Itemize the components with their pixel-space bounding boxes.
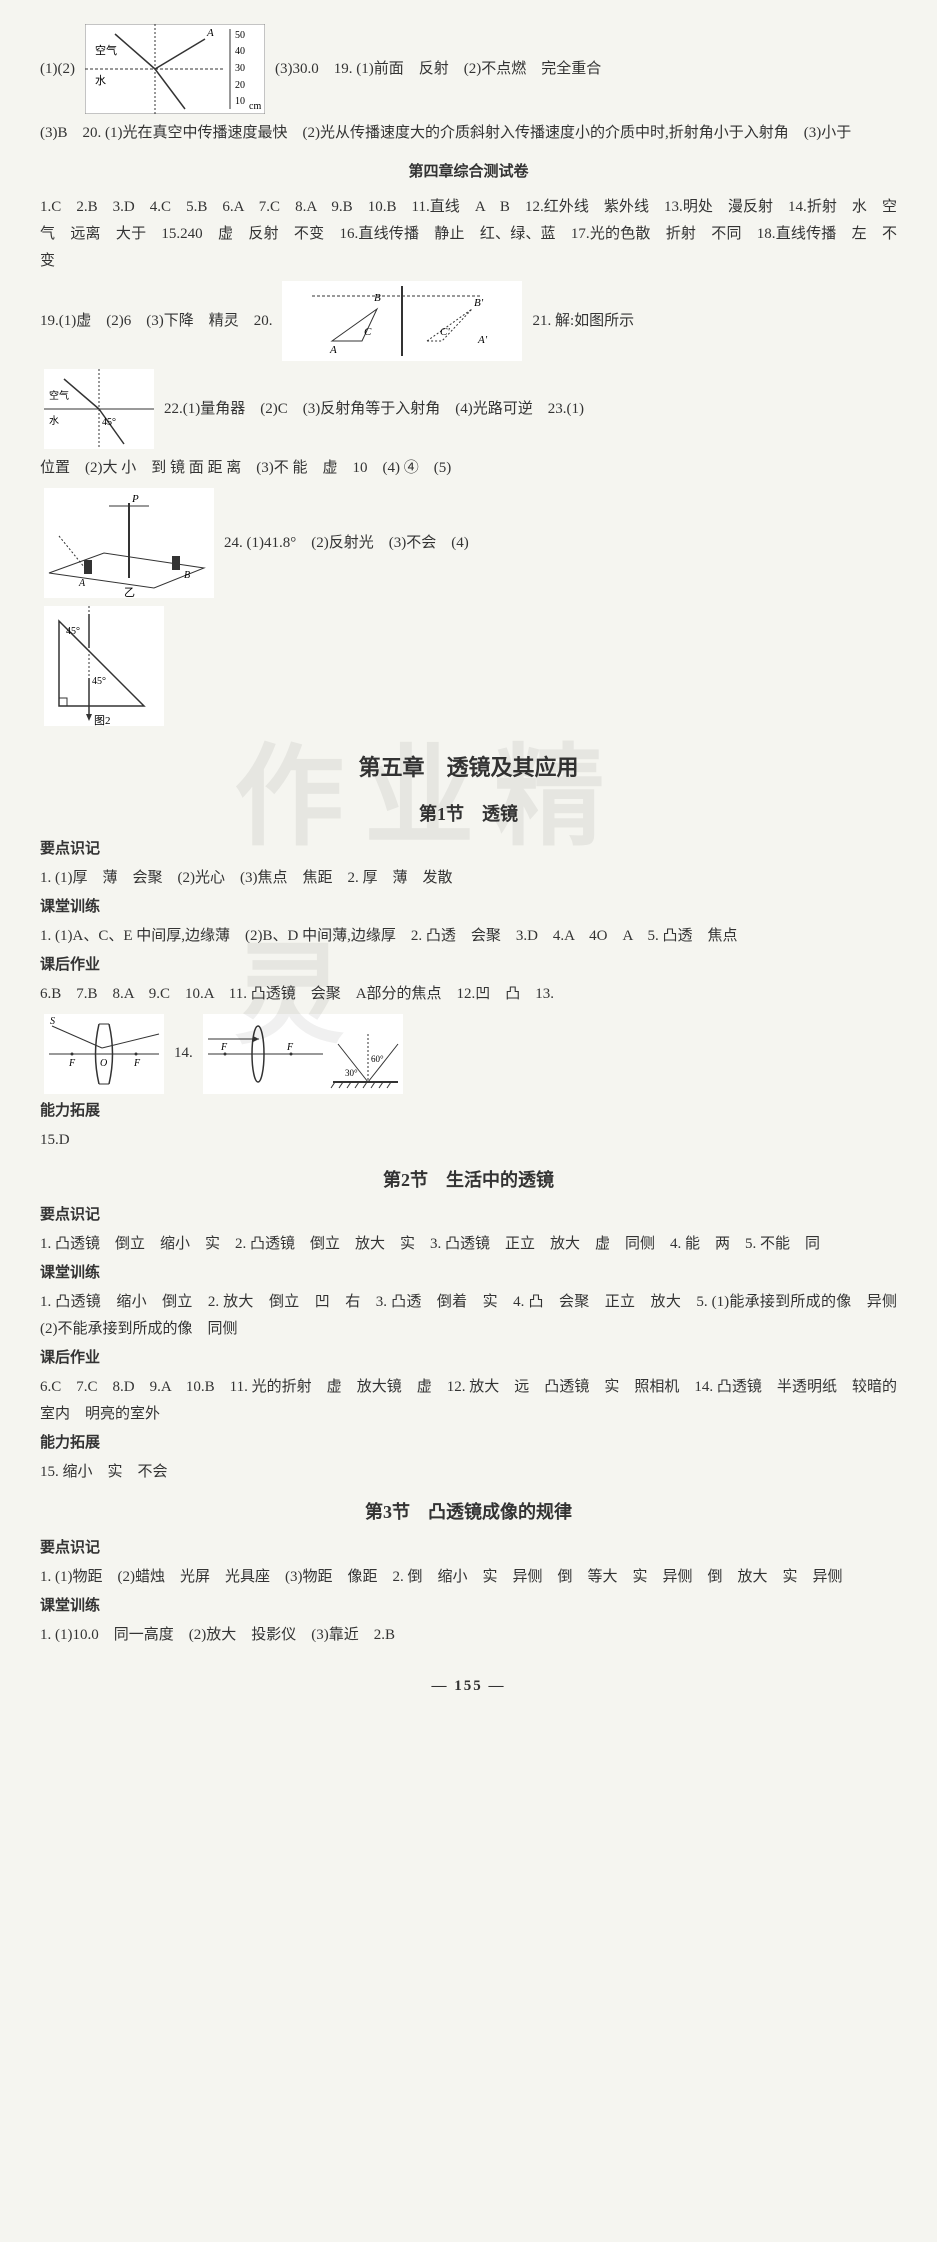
svg-text:O: O — [100, 1058, 107, 1069]
ketang-label-3: 课堂训练 — [40, 1593, 897, 1620]
svg-text:cm: cm — [249, 101, 261, 112]
row1-prefix: (1)(2) — [40, 56, 75, 83]
sec5-2-ketang: 1. 凸透镜 缩小 倒立 2. 放大 倒立 凹 右 3. 凸透 倒着 实 4. … — [40, 1289, 897, 1343]
sec5-3-ketang: 1. (1)10.0 同一高度 (2)放大 投影仪 (3)靠近 2.B — [40, 1622, 897, 1649]
svg-text:50: 50 — [235, 30, 245, 41]
svg-text:F: F — [286, 1042, 294, 1053]
svg-text:水: 水 — [49, 415, 59, 427]
kehou-label-1: 课后作业 — [40, 952, 897, 979]
svg-text:乙: 乙 — [124, 586, 135, 598]
yaodian-label-3: 要点识记 — [40, 1535, 897, 1562]
nengli-label-1: 能力拓展 — [40, 1098, 897, 1125]
ch4-test-title: 第四章综合测试卷 — [40, 159, 897, 186]
row1: (1)(2) 空气 水 A 50 40 30 20 10 cm (3)30.0 … — [40, 20, 897, 118]
svg-text:45°: 45° — [102, 417, 116, 428]
sec5-1-nengli: 15.D — [40, 1127, 897, 1154]
sec5-2-kehou: 6.C 7.C 8.D 9.A 10.B 11. 光的折射 虚 放大镜 虚 12… — [40, 1374, 897, 1428]
svg-text:45°: 45° — [66, 626, 80, 637]
sec5-1-kehou: 6.B 7.B 8.A 9.C 10.A 11. 凸透镜 会聚 A部分的焦点 1… — [40, 981, 897, 1008]
svg-text:A: A — [206, 27, 214, 39]
svg-text:F: F — [220, 1042, 228, 1053]
svg-text:A: A — [329, 344, 337, 356]
sec5-1-yaodian: 1. (1)厚 薄 会聚 (2)光心 (3)焦点 焦距 2. 厚 薄 发散 — [40, 865, 897, 892]
ch4-line1: 1.C 2.B 3.D 4.C 5.B 6.A 7.C 8.A 9.B 10.B… — [40, 194, 897, 275]
ch4-row-24: P A B 乙 24. (1)41.8° (2)反射光 (3)不会 (4) — [40, 484, 897, 602]
ch4-line2-suffix: 21. 解:如图所示 — [532, 308, 634, 335]
sec5-1-kehou-14: 14. — [174, 1040, 193, 1067]
page-number: — 155 — — [40, 1673, 897, 1700]
diagram-refraction-45: 空气 水 45° — [44, 369, 154, 449]
svg-text:水: 水 — [95, 74, 106, 87]
svg-text:C': C' — [440, 326, 450, 338]
kehou-label-2: 课后作业 — [40, 1345, 897, 1372]
ketang-label-1: 课堂训练 — [40, 894, 897, 921]
svg-text:B: B — [374, 292, 381, 304]
svg-text:30°: 30° — [345, 1068, 358, 1078]
svg-text:空气: 空气 — [95, 43, 117, 57]
svg-text:S: S — [50, 1016, 55, 1027]
diagram-p-mirror-yi: P A B 乙 — [44, 488, 214, 598]
svg-text:P: P — [131, 493, 139, 505]
ch4-row-22-23: 空气 水 45° 22.(1)量角器 (2)C (3)反射角等于入射角 (4)光… — [40, 365, 897, 453]
svg-text:30: 30 — [235, 63, 245, 74]
svg-text:A': A' — [477, 334, 488, 346]
ch5-title: 第五章 透镜及其应用 — [40, 748, 897, 788]
nengli-label-2: 能力拓展 — [40, 1430, 897, 1457]
sec5-3-yaodian: 1. (1)物距 (2)蜡烛 光屏 光具座 (3)物距 像距 2. 倒 缩小 实… — [40, 1564, 897, 1591]
diagram-mirror-bbc: B B' A A' C C' — [282, 281, 522, 361]
svg-text:45°: 45° — [92, 676, 106, 687]
row2: (3)B 20. (1)光在真空中传播速度最快 (2)光从传播速度大的介质斜射入… — [40, 120, 897, 147]
svg-text:B': B' — [474, 297, 484, 309]
svg-text:B: B — [184, 570, 190, 581]
ch4-line3-prefix: 22.(1)量角器 (2)C (3)反射角等于入射角 (4)光路可逆 23.(1… — [164, 396, 584, 423]
svg-text:F: F — [68, 1058, 76, 1069]
sec5-2-yaodian: 1. 凸透镜 倒立 缩小 实 2. 凸透镜 倒立 放大 实 3. 凸透镜 正立 … — [40, 1231, 897, 1258]
svg-text:C: C — [364, 326, 372, 338]
svg-text:60°: 60° — [371, 1054, 384, 1064]
svg-text:20: 20 — [235, 80, 245, 91]
diagram-refraction-ruler: 空气 水 A 50 40 30 20 10 cm — [85, 24, 265, 114]
sec5-1-diagrams: S F O F 14. F F — [40, 1010, 897, 1098]
svg-text:空气: 空气 — [49, 389, 69, 402]
row1-after: (3)30.0 19. (1)前面 反射 (2)不点燃 完全重合 — [275, 56, 601, 83]
ketang-label-2: 课堂训练 — [40, 1260, 897, 1287]
ch4-line3: 位置 (2)大 小 到 镜 面 距 离 (3)不 能 虚 10 (4) ④ (5… — [40, 455, 897, 482]
diagram-lens-mirror-angles: F F 30° 60° — [203, 1014, 403, 1094]
ch4-line2-prefix: 19.(1)虚 (2)6 (3)下降 精灵 20. — [40, 308, 272, 335]
yaodian-label-1: 要点识记 — [40, 836, 897, 863]
svg-text:40: 40 — [235, 46, 245, 57]
ch4-row-19-20-21: 19.(1)虚 (2)6 (3)下降 精灵 20. B B' A A' C C'… — [40, 277, 897, 365]
ch4-line4: 24. (1)41.8° (2)反射光 (3)不会 (4) — [224, 530, 469, 557]
sec5-2-nengli: 15. 缩小 实 不会 — [40, 1459, 897, 1486]
yaodian-label-2: 要点识记 — [40, 1202, 897, 1229]
sec5-1-title: 第1节 透镜 — [40, 798, 897, 830]
sec5-2-title: 第2节 生活中的透镜 — [40, 1164, 897, 1196]
svg-text:F: F — [133, 1058, 141, 1069]
diagram-prism-triangle-45: 45° 45° 图2 — [40, 602, 897, 730]
svg-text:A: A — [78, 578, 86, 589]
sec5-3-title: 第3节 凸透镜成像的规律 — [40, 1496, 897, 1528]
diagram-concave-lens: S F O F — [44, 1014, 164, 1094]
sec5-1-ketang: 1. (1)A、C、E 中间厚,边缘薄 (2)B、D 中间薄,边缘厚 2. 凸透… — [40, 923, 897, 950]
svg-text:图2: 图2 — [94, 714, 111, 726]
svg-text:10: 10 — [235, 96, 245, 107]
